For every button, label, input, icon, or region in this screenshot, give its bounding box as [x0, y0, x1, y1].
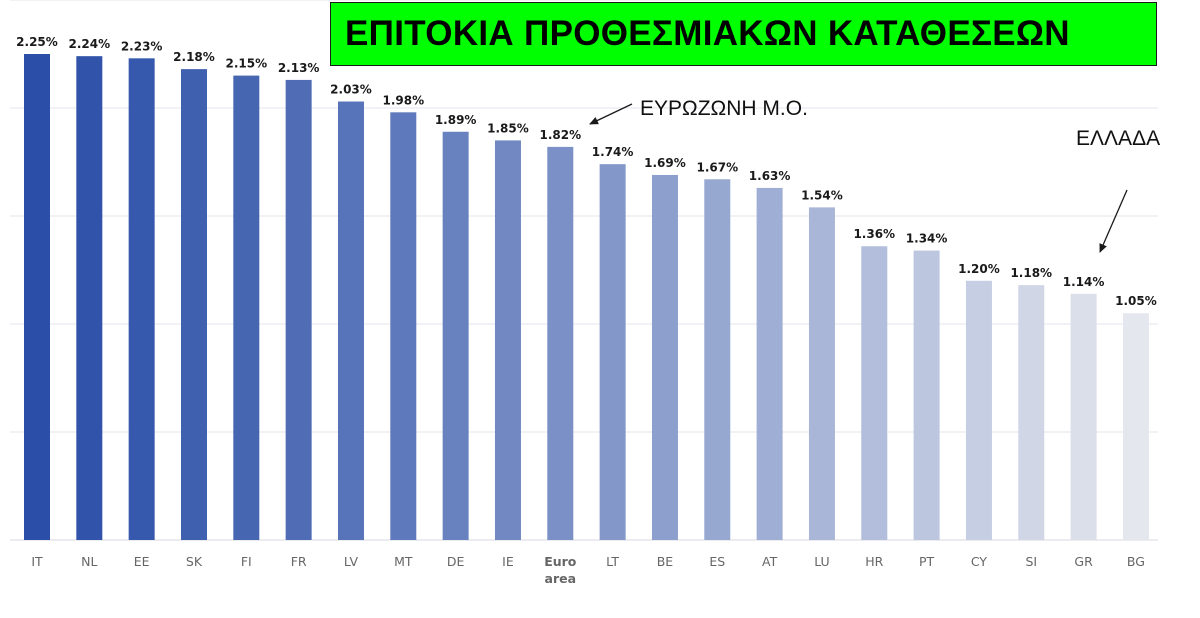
data-label: 2.23% [121, 39, 163, 53]
x-tick-label: SI [1025, 554, 1037, 569]
x-tick-label: BE [657, 554, 674, 569]
bar-fi [233, 75, 260, 540]
x-tick-label: LT [606, 554, 619, 569]
bar-gr [1070, 293, 1097, 540]
bars [24, 54, 1149, 541]
bar-euro-area [547, 146, 574, 540]
bar-lv [337, 101, 364, 541]
bar-es [704, 179, 731, 540]
data-label: 2.18% [173, 50, 215, 64]
x-tick-label: NL [81, 554, 97, 569]
bar-pt [913, 250, 940, 540]
bar-nl [76, 56, 103, 540]
data-label: 1.82% [539, 128, 581, 142]
data-label: 1.74% [592, 145, 634, 159]
x-tick-label: SK [186, 554, 203, 569]
x-tick-label: LU [814, 554, 830, 569]
eurozone-average-annotation: ΕΥΡΩΖΩΝΗ Μ.Ο. [640, 97, 808, 120]
data-label: 1.89% [435, 113, 477, 127]
x-tick-label: GR [1074, 554, 1093, 569]
bar-be [651, 174, 678, 540]
x-tick-label: ES [709, 554, 725, 569]
bar-ie [494, 140, 521, 540]
bar-lt [599, 164, 626, 540]
x-tick-label: HR [865, 554, 883, 569]
data-label: 1.36% [853, 227, 895, 241]
x-tick-label: LV [344, 554, 359, 569]
bar-si [1018, 285, 1045, 540]
data-label: 1.85% [487, 121, 529, 135]
data-label: 1.34% [906, 232, 948, 246]
bar-lu [808, 207, 835, 541]
data-label: 2.15% [225, 57, 267, 71]
bar-sk [180, 69, 207, 541]
data-label: 1.67% [696, 160, 738, 174]
bar-cy [965, 280, 992, 540]
bar-at [756, 187, 783, 541]
x-tick-label: IT [31, 554, 43, 569]
bar-bg [1122, 313, 1149, 540]
x-tick-label: CY [971, 554, 988, 569]
data-label: 1.20% [958, 262, 1000, 276]
data-label: 1.18% [1010, 266, 1052, 280]
bar-it [24, 54, 50, 540]
greece-arrow [1099, 189, 1128, 253]
bar-de [442, 131, 469, 540]
data-label: 2.13% [278, 61, 320, 75]
bar-ee [128, 58, 155, 540]
x-tick-label: FI [241, 554, 252, 569]
eurozone-arrow [589, 103, 633, 125]
data-label: 1.54% [801, 188, 843, 202]
chart-title: ΕΠΙΤΟΚΙΑ ΠΡΟΘΕΣΜΙΑΚΩΝ ΚΑΤΑΘΕΣΕΩΝ [330, 2, 1157, 66]
data-label: 1.69% [644, 156, 686, 170]
x-tick-label: EE [134, 554, 150, 569]
x-tick-label: DE [447, 554, 465, 569]
bar-mt [390, 112, 417, 540]
bar-hr [861, 246, 888, 541]
x-tick-label: IE [502, 554, 514, 569]
data-labels: 2.25% 2.24% 2.23% 2.18% 2.15% 2.13% 2.03% 1.98%… [16, 35, 1157, 308]
annotation-arrows [589, 103, 1128, 253]
greece-annotation: ΕΛΛΑΔΑ [1076, 127, 1161, 150]
x-tick-label: Euro area [544, 554, 577, 586]
x-tick-label: AT [762, 554, 778, 569]
data-label: 2.03% [330, 83, 372, 97]
x-tick-label: BG [1127, 554, 1145, 569]
data-label: 1.98% [382, 93, 424, 107]
data-label: 2.24% [69, 37, 111, 51]
data-label: 2.25% [16, 35, 58, 49]
bar-fr [285, 79, 312, 541]
x-tick-labels: IT NL EE SK FI FR LV MT DE IE Euro area LT BE ES AT LU HR… [31, 554, 1145, 586]
data-label: 1.05% [1115, 294, 1157, 308]
x-tick-label: PT [919, 554, 935, 569]
x-tick-label: MT [394, 554, 413, 569]
data-label: 1.14% [1063, 275, 1105, 289]
x-tick-label: FR [291, 554, 307, 569]
data-label: 1.63% [749, 169, 791, 183]
